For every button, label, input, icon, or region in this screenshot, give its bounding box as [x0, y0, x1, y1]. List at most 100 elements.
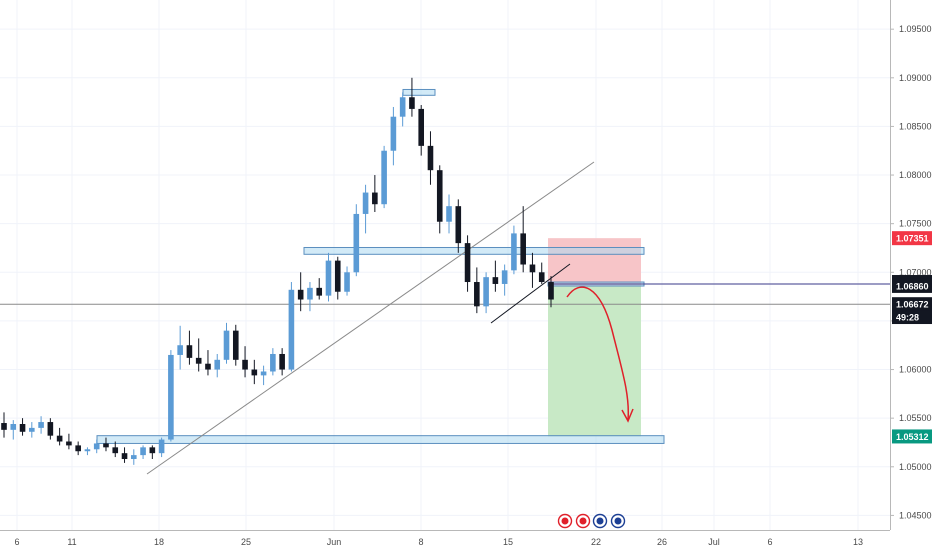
candles-layer	[1, 77, 554, 465]
price-tag-box	[892, 278, 932, 293]
candle-body	[316, 287, 323, 296]
candle-body	[390, 116, 397, 151]
price-tag: 49:28	[892, 310, 932, 325]
price-tag-label: 49:28	[896, 313, 919, 323]
candle-body	[56, 435, 63, 442]
candle-body	[548, 282, 554, 300]
candle-body	[297, 289, 304, 300]
candle-body	[140, 447, 146, 456]
candle-body	[436, 170, 443, 222]
take-profit-zone	[548, 285, 641, 437]
candle-body	[399, 97, 406, 117]
price-tag-box	[892, 297, 932, 312]
candle-body	[474, 282, 480, 307]
candle-body	[168, 354, 174, 440]
candle-body	[409, 97, 415, 109]
candle-body	[1, 423, 7, 430]
candle-body	[19, 424, 26, 432]
price-tag: 1.06860	[892, 278, 932, 293]
candle-body	[288, 289, 295, 370]
price-tag-label: 1.06860	[896, 281, 929, 291]
event-flag-icon[interactable]	[575, 513, 591, 529]
candle-body	[186, 345, 193, 358]
y-tick-label: 1.05000	[899, 462, 932, 472]
price-tag: 1.06672	[892, 297, 932, 312]
candle-body	[251, 369, 258, 376]
candle-body	[418, 108, 425, 146]
candle-body	[362, 192, 369, 214]
y-tick-label: 1.08500	[899, 121, 932, 131]
support-resistance-zone	[303, 246, 645, 255]
price-tag-label: 1.06672	[896, 300, 929, 310]
support-resistance-zone	[402, 88, 436, 96]
y-tick-label: 1.08000	[899, 170, 932, 180]
candle-body	[446, 206, 452, 222]
candle-body	[121, 453, 128, 460]
trendline	[490, 263, 571, 324]
candle-body	[325, 260, 332, 296]
y-tick-label: 1.07500	[899, 219, 932, 229]
candle-body	[464, 243, 471, 283]
candle-body	[307, 287, 313, 300]
zones-layer	[96, 88, 665, 444]
candle-body	[84, 449, 91, 452]
candle-body	[260, 371, 267, 376]
y-tick-label: 1.09000	[899, 73, 932, 83]
candle-body	[372, 192, 378, 205]
x-tick-label: 11	[67, 537, 76, 547]
candle-body	[205, 363, 211, 370]
candle-body	[334, 260, 341, 292]
candle-body	[93, 443, 100, 450]
x-tick-label: 13	[853, 537, 863, 547]
candle-body	[158, 439, 165, 454]
y-tick-label: 1.06000	[899, 365, 932, 375]
annotations-layer	[566, 286, 634, 423]
x-tick-label: 18	[154, 537, 164, 547]
candle-body	[427, 145, 434, 171]
event-flag-icon[interactable]	[610, 513, 626, 529]
candle-body	[66, 441, 72, 446]
y-tick-label: 1.04500	[899, 510, 932, 520]
time-axis[interactable]: 6 11 18 25 Jun 8 15 22 26 Jul 6 13	[14, 537, 863, 547]
event-flag-icon[interactable]	[592, 513, 608, 529]
candle-body	[214, 359, 221, 370]
x-tick-label: 25	[241, 537, 251, 547]
candle-body	[223, 330, 230, 360]
y-tick-label: 1.05500	[899, 413, 932, 423]
candle-body	[103, 443, 109, 448]
price-tag: 1.07351	[892, 231, 932, 246]
candle-body	[38, 422, 44, 428]
candle-body	[483, 277, 489, 307]
candle-body	[455, 206, 462, 244]
x-tick-label: 8	[418, 537, 423, 547]
event-flag-icon[interactable]	[557, 513, 573, 529]
price-tag-box	[892, 310, 932, 325]
candle-body	[149, 447, 156, 454]
candle-body	[279, 353, 285, 370]
candle-body	[75, 445, 81, 452]
x-tick-label: Jun	[327, 537, 342, 547]
arrow-head	[621, 408, 634, 423]
candle-body	[232, 330, 239, 360]
support-resistance-zone	[96, 435, 665, 444]
y-tick-label: 1.07000	[899, 267, 932, 277]
candle-body	[538, 272, 545, 283]
candle-body	[353, 213, 360, 273]
event-icon-dot	[579, 517, 587, 525]
candle-body	[270, 353, 276, 372]
projection-arrow	[566, 286, 630, 421]
price-tag: 1.05312	[892, 429, 932, 444]
candle-body	[195, 357, 202, 364]
stop-loss-zone	[548, 238, 641, 286]
candle-body	[520, 233, 526, 265]
candle-body	[112, 447, 119, 454]
candle-body	[177, 345, 183, 355]
economic-events[interactable]	[557, 513, 626, 529]
candle-body	[381, 150, 387, 205]
candle-body	[511, 233, 517, 271]
price-tag-label: 1.05312	[896, 432, 929, 442]
price-axis[interactable]: 1.045001.050001.055001.060001.065001.070…	[890, 24, 932, 520]
event-icon-dot	[596, 517, 604, 525]
